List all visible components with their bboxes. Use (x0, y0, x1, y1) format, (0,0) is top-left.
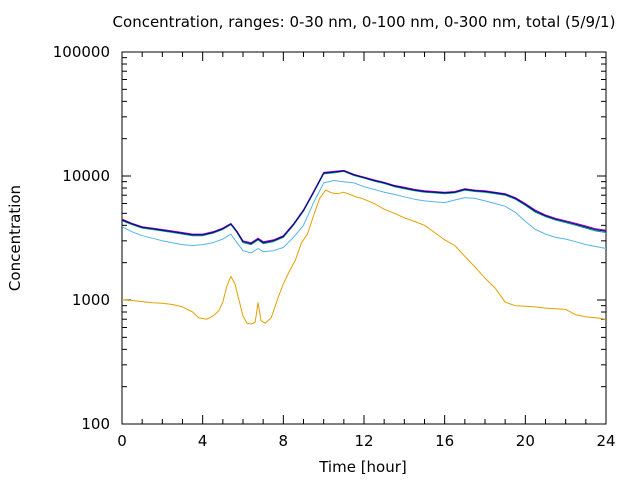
series-line-1 (121, 189, 607, 325)
y-tick-label: 100 (81, 415, 110, 433)
x-tick-label: 8 (279, 432, 289, 450)
series-group (121, 169, 607, 325)
y-axis: 100 1000 10000 100000 (53, 43, 606, 433)
y-tick-label: 100000 (53, 43, 110, 61)
x-tick-label: 16 (435, 432, 454, 450)
x-tick-label: 12 (354, 432, 373, 450)
y-axis-label: Concentration (6, 185, 24, 291)
x-axis-label: Time [hour] (318, 458, 407, 476)
series-line-4 (121, 169, 607, 244)
x-tick-label: 24 (596, 432, 615, 450)
series-line-5 (121, 170, 607, 245)
x-axis: 0 4 8 12 16 20 24 (117, 52, 616, 450)
series-line-2 (121, 180, 607, 254)
plot-frame (121, 51, 607, 425)
chart-title: Concentration, ranges: 0-30 nm, 0-100 nm… (113, 13, 616, 31)
series-line-3 (121, 170, 607, 246)
y-tick-label: 10000 (62, 167, 110, 185)
x-tick-label: 0 (117, 432, 127, 450)
x-tick-label: 20 (516, 432, 535, 450)
x-tick-label: 4 (198, 432, 208, 450)
y-tick-label: 1000 (72, 291, 110, 309)
